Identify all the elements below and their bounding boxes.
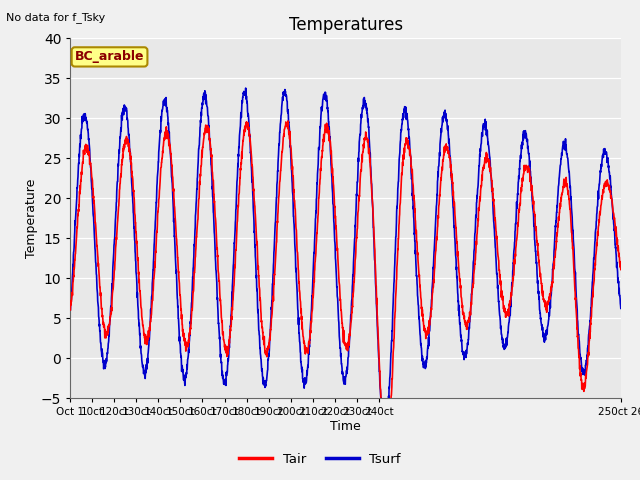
Tair — [82, 148, 90, 154]
Legend: Tair, Tsurf: Tair, Tsurf — [234, 447, 406, 471]
Tsurf — [142, 368, 150, 373]
Tair — [142, 334, 150, 340]
X-axis label: Time: Time — [330, 420, 361, 433]
Text: No data for f_Tsky: No data for f_Tsky — [6, 12, 106, 23]
Tsurf — [127, 159, 134, 165]
Title: Temperatures: Temperatures — [289, 16, 403, 34]
Tair — [383, 454, 390, 459]
Tsurf — [381, 432, 388, 438]
Tair — [533, 238, 541, 244]
Tsurf — [67, 307, 74, 312]
Text: BC_arable: BC_arable — [75, 50, 144, 63]
Tair — [127, 153, 134, 159]
Tsurf — [242, 85, 250, 91]
Line: Tair: Tair — [70, 121, 621, 456]
Tsurf — [82, 116, 90, 121]
Tair — [617, 267, 625, 273]
Tsurf — [317, 123, 324, 129]
Line: Tsurf: Tsurf — [70, 88, 621, 435]
Tsurf — [533, 271, 541, 277]
Tair — [284, 118, 292, 124]
Tair — [317, 166, 324, 171]
Y-axis label: Temperature: Temperature — [25, 179, 38, 258]
Tsurf — [617, 306, 625, 312]
Tsurf — [109, 264, 116, 270]
Tair — [109, 287, 116, 293]
Tair — [67, 307, 74, 313]
